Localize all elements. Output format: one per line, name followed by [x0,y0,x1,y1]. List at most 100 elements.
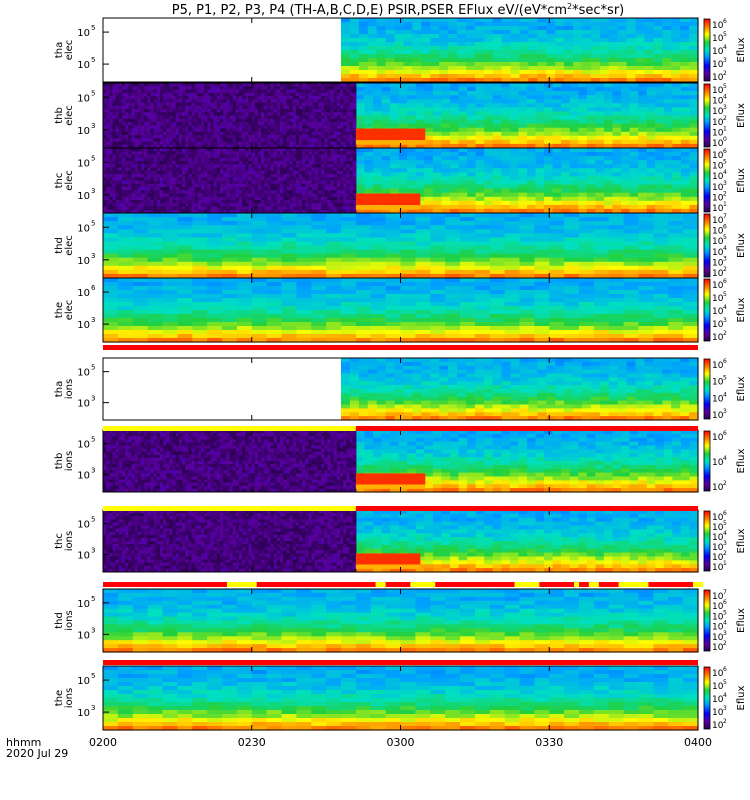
noise-cell [223,193,227,198]
noise-cell [232,193,237,198]
noise-cell [264,157,268,162]
spectrogram-cell [629,127,639,133]
noise-cell [166,138,170,143]
noise-cell [308,141,313,146]
spectrogram-cell [432,184,443,190]
noise-cell [153,86,158,91]
noise-cell [166,180,170,185]
noise-cell [118,200,123,204]
noise-cell [147,115,151,120]
noise-cell [242,122,246,126]
noise-cell [248,125,253,130]
spectrogram-cell [544,119,554,125]
noise-cell [188,115,192,120]
spectrogram-cell [341,30,351,35]
spectrogram-cell [510,62,521,67]
noise-cell [261,102,265,107]
spectrogram-cell [518,176,528,182]
noise-cell [302,141,306,146]
spectrogram-cell [367,30,378,35]
noise-cell [210,174,215,178]
noise-cell [172,180,177,185]
spectrogram-cell [466,18,476,23]
noise-cell [223,92,227,97]
spectrogram-cell [475,172,485,178]
spectrogram-cell [663,135,673,141]
noise-cell [232,128,237,133]
noise-cell [210,138,215,143]
spectrogram-cell [474,46,485,51]
noise-cell [321,135,325,139]
noise-cell [128,86,132,91]
noise-cell [242,164,246,169]
noise-cell [346,174,351,178]
noise-cell [115,151,120,156]
noise-cell [324,122,328,126]
noise-cell [131,128,136,133]
noise-cell [302,96,306,100]
noise-cell [106,157,110,162]
spectrogram-cell [474,58,485,63]
noise-cell [343,161,347,165]
noise-cell [343,154,347,159]
spectrogram-cell [544,143,554,149]
noise-cell [220,89,224,94]
noise-cell [163,86,167,91]
noise-cell [327,92,332,97]
noise-cell [292,112,297,117]
spectrogram-cell [390,123,400,129]
noise-cell [153,109,158,113]
noise-cell [197,154,202,159]
noise-cell [286,92,290,97]
spectrogram-cell [626,18,637,23]
noise-cell [118,151,123,156]
spectrogram-cell [578,103,588,108]
spectrogram-cell [367,78,378,83]
noise-cell [220,99,224,104]
noise-cell [194,115,199,120]
spectrogram-cell [590,58,601,63]
spectrogram-cell [552,160,562,165]
noise-cell [235,115,240,120]
noise-cell [115,118,120,123]
noise-cell [352,200,357,204]
noise-cell [185,138,189,143]
spectrogram-cell [355,208,366,214]
spectrogram-cell [578,115,588,121]
spectrogram-cell [474,26,485,31]
noise-cell [333,151,338,156]
spectrogram-cell [394,34,405,39]
noise-cell [134,187,139,191]
noise-cell [311,102,316,107]
noise-cell [308,99,313,104]
noise-cell [308,135,313,139]
noise-cell [321,200,325,204]
noise-cell [191,151,196,156]
spectrogram-cell [680,42,690,47]
noise-cell [106,105,110,110]
noise-cell [317,122,322,126]
spectrogram-cell [612,196,622,202]
spectrogram-cell [390,99,400,104]
noise-cell [254,89,259,94]
noise-cell [103,187,107,191]
spectrogram-cell [492,99,502,104]
noise-cell [352,167,357,172]
spectrogram-cell [544,111,554,117]
noise-cell [134,170,139,175]
spectrogram-cell [635,26,645,31]
spectrogram-cell [458,115,468,121]
noise-cell [172,128,177,133]
noise-cell [267,167,272,172]
spectrogram-cell [358,74,369,79]
noise-cell [140,177,145,182]
spectrogram-cell [646,176,656,182]
spectrogram-cell [526,164,537,169]
spectrogram-cell [484,196,494,202]
noise-cell [254,141,259,146]
spectrogram-cell [376,42,387,47]
spectrogram-cell [646,135,656,141]
noise-cell [128,83,132,87]
noise-cell [128,161,132,165]
spectrogram-cell [475,152,485,157]
